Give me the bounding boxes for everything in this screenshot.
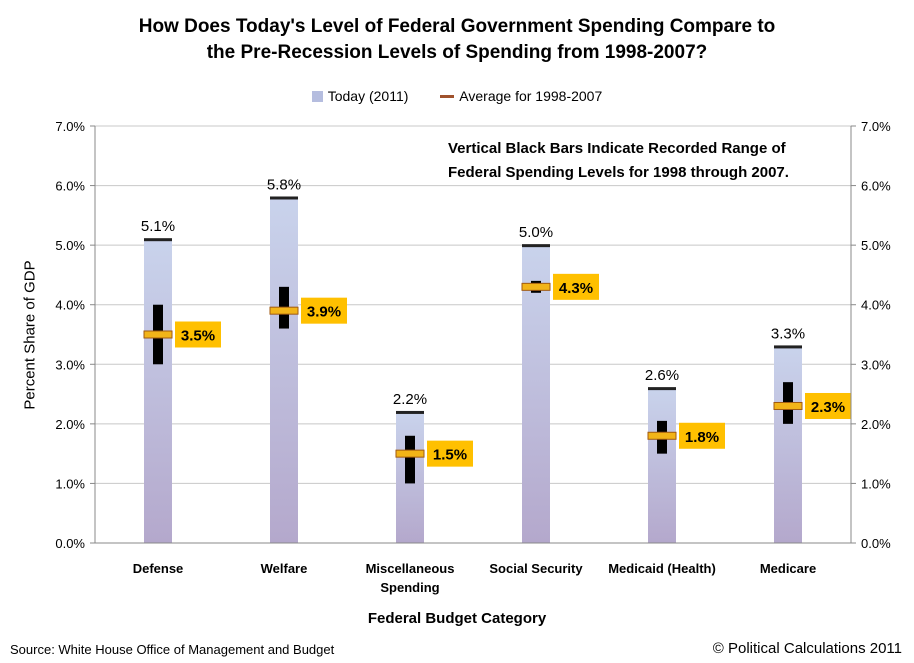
copyright-note: © Political Calculations 2011	[712, 640, 902, 657]
y-tick-label-left: 0.0%	[55, 536, 85, 551]
average-marker	[269, 306, 299, 315]
bar-today	[270, 197, 298, 543]
data-label-average: 3.9%	[307, 304, 341, 321]
bar-today	[648, 388, 676, 543]
legend-swatch-today	[311, 91, 323, 103]
y-tick-label-right: 4.0%	[861, 298, 891, 313]
data-label-average-box	[805, 392, 851, 419]
y-tick-label-left: 7.0%	[55, 119, 85, 134]
x-tick-label: Welfare	[261, 561, 308, 576]
data-label-average: 1.8%	[685, 429, 719, 446]
y-tick-label-right: 2.0%	[861, 417, 891, 432]
legend-item-average: Average for 1998-2007	[440, 88, 602, 104]
legend-item-today: Today (2011)	[311, 88, 409, 105]
chart-title-line-1: How Does Today's Level of Federal Govern…	[138, 16, 776, 37]
data-label-average-box	[679, 422, 725, 449]
data-label-today: 2.2%	[393, 391, 427, 408]
legend-label-average: Average for 1998-2007	[459, 88, 603, 105]
x-tick-label: Medicare	[760, 561, 816, 576]
legend-label-today: Today (2011)	[327, 88, 409, 105]
y-tick-label-left: 1.0%	[55, 476, 85, 491]
x-tick-label: Defense	[133, 561, 184, 576]
bar-today-cap	[648, 387, 676, 391]
bar-today-cap	[774, 345, 802, 349]
x-tick-label: Spending	[380, 580, 439, 595]
data-label-today: 5.1%	[141, 218, 175, 235]
data-label-average-box	[553, 273, 599, 300]
data-label-average: 3.5%	[181, 328, 215, 345]
y-tick-label-right: 3.0%	[861, 357, 891, 372]
data-label-today: 5.8%	[267, 176, 301, 193]
source-note: Source: White House Office of Management…	[10, 642, 335, 657]
data-label-average-box	[427, 440, 473, 467]
y-tick-label-right: 5.0%	[861, 238, 891, 253]
x-axis-label: Federal Budget Category	[367, 610, 547, 627]
bar-today-cap	[396, 410, 424, 414]
average-marker	[521, 282, 551, 291]
y-axis-label: Percent Share of GDP	[21, 260, 39, 410]
chart-title: How Does Today's Level of Federal Govern…	[0, 14, 914, 66]
data-label-average-box	[175, 321, 221, 348]
data-label-today: 2.6%	[645, 367, 679, 384]
y-tick-label-left: 2.0%	[55, 417, 85, 432]
x-tick-label: Miscellaneous	[366, 561, 455, 576]
data-label-average: 4.3%	[559, 280, 593, 297]
bar-today	[144, 239, 172, 543]
data-label-average: 1.5%	[433, 447, 467, 464]
data-label-today: 5.0%	[519, 224, 553, 241]
average-marker	[647, 431, 677, 440]
annotation-line-1: Vertical Black Bars Indicate Recorded Ra…	[448, 140, 786, 157]
y-tick-label-left: 4.0%	[55, 298, 85, 313]
x-tick-label: Medicaid (Health)	[608, 561, 716, 576]
chart-title-line-2: the Pre-Recession Levels of Spending fro…	[206, 42, 708, 63]
bar-today-cap	[144, 238, 172, 242]
chart-annotation: Vertical Black Bars Indicate Recorded Ra…	[448, 137, 789, 185]
x-tick-label: Social Security	[489, 561, 583, 576]
bar-today-cap	[522, 244, 550, 248]
data-label-average: 2.3%	[811, 399, 845, 416]
average-marker	[395, 449, 425, 458]
average-marker	[143, 330, 173, 339]
data-label-today: 3.3%	[771, 325, 805, 342]
annotation-line-2: Federal Spending Levels for 1998 through…	[448, 164, 789, 181]
range-bar	[405, 435, 415, 484]
bar-today-cap	[270, 196, 298, 200]
data-label-average-box	[301, 297, 347, 324]
bar-today	[774, 346, 802, 543]
y-tick-label-left: 6.0%	[55, 179, 85, 194]
y-tick-label-right: 7.0%	[861, 119, 891, 134]
bar-today	[522, 245, 550, 543]
legend-swatch-average	[440, 95, 455, 99]
y-tick-label-left: 5.0%	[55, 238, 85, 253]
legend: Today (2011) Average for 1998-2007	[0, 87, 914, 104]
average-marker	[773, 401, 803, 410]
y-tick-label-right: 6.0%	[861, 179, 891, 194]
y-tick-label-right: 0.0%	[861, 536, 891, 551]
y-tick-label-left: 3.0%	[55, 357, 85, 372]
y-tick-label-right: 1.0%	[861, 476, 891, 491]
